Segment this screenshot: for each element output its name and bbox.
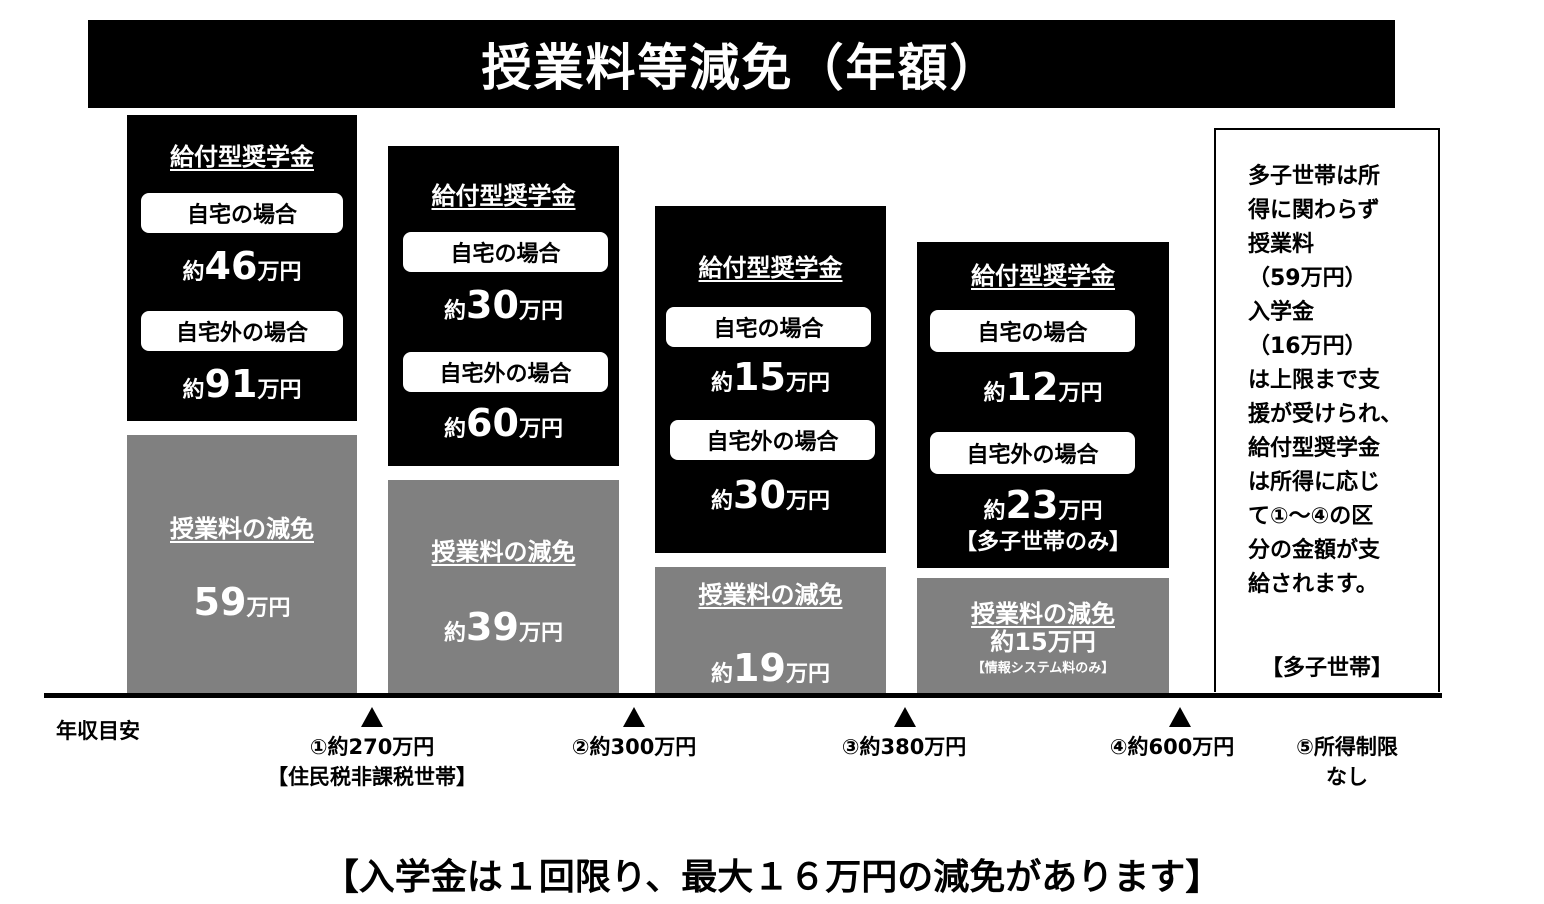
tick-label-3: ③約380万円 bbox=[784, 732, 1024, 762]
note-line: 多子世帯は所 bbox=[1248, 164, 1381, 189]
tick-label-4: ④約600万円 bbox=[1082, 732, 1262, 762]
home-case-label: 自宅の場合 bbox=[930, 310, 1135, 352]
note-line: 入学金 bbox=[1248, 300, 1315, 325]
note-line: 給付型奨学金 bbox=[1248, 436, 1381, 461]
away-case-label: 自宅外の場合 bbox=[930, 432, 1135, 474]
tick-income: ③約380万円 bbox=[841, 735, 967, 759]
tick-income: ⑤所得制限 bbox=[1296, 735, 1398, 759]
home-amount: 約30万円 bbox=[444, 283, 563, 327]
away-amount: 約91万円 bbox=[182, 362, 302, 406]
axis-label: 年収目安 bbox=[56, 719, 140, 743]
note-line: （59万円） bbox=[1248, 266, 1367, 291]
scholarship-box-1: 給付型奨学金 自宅の場合 約46万円 自宅外の場合 約91万円 bbox=[127, 115, 357, 421]
scholarship-box-4: 給付型奨学金 自宅の場合 約12万円 自宅外の場合 約23万円 【多子世帯のみ】 bbox=[917, 242, 1169, 568]
home-case-label: 自宅の場合 bbox=[141, 193, 343, 233]
tuition-heading: 授業料の減免 bbox=[170, 515, 314, 543]
income-axis-line bbox=[44, 693, 1442, 698]
tuition-box-1: 授業料の減免 59万円 bbox=[127, 435, 357, 693]
tuition-amount: 約39万円 bbox=[444, 605, 563, 649]
away-amount: 約30万円 bbox=[711, 473, 830, 517]
tuition-box-2: 授業料の減免 約39万円 bbox=[388, 480, 619, 693]
away-amount: 約23万円 bbox=[983, 483, 1103, 527]
tick-income: ①約270万円 bbox=[309, 735, 435, 759]
tick-marker-triangle-icon bbox=[1169, 707, 1191, 727]
tuition-box-4: 授業料の減免 約15万円 【情報システム料のみ】 bbox=[917, 578, 1169, 693]
note-line: て①～④の区 bbox=[1248, 504, 1374, 529]
page-title: 授業料等減免（年額） bbox=[88, 20, 1395, 108]
tick-label-2: ②約300万円 bbox=[514, 732, 754, 762]
note-line: 分の金額が支 bbox=[1248, 538, 1381, 563]
home-case-label: 自宅の場合 bbox=[666, 307, 871, 347]
note-line: 授業料 bbox=[1248, 232, 1315, 257]
tuition-amount: 約15万円 bbox=[990, 628, 1096, 656]
tick-marker-triangle-icon bbox=[623, 707, 645, 727]
note-line: 給されます。 bbox=[1248, 572, 1378, 597]
away-case-label: 自宅外の場合 bbox=[403, 352, 608, 392]
note-line: （16万円） bbox=[1248, 334, 1367, 359]
info-system-fee-note: 【情報システム料のみ】 bbox=[971, 661, 1115, 676]
home-case-label: 自宅の場合 bbox=[403, 232, 608, 272]
tick-income: ④約600万円 bbox=[1109, 735, 1235, 759]
tick-income: ②約300万円 bbox=[571, 735, 697, 759]
home-amount: 約15万円 bbox=[711, 355, 830, 399]
scholarship-heading: 給付型奨学金 bbox=[431, 182, 576, 210]
tick-marker-triangle-icon bbox=[361, 707, 383, 727]
note-line: 援が受けられ、 bbox=[1248, 402, 1403, 427]
multi-child-note-box: 多子世帯は所 得に関わらず 授業料 （59万円） 入学金 （16万円） は上限ま… bbox=[1214, 128, 1440, 692]
note-line: は上限まで支 bbox=[1248, 368, 1381, 393]
away-case-label: 自宅外の場合 bbox=[141, 311, 343, 351]
scholarship-box-2: 給付型奨学金 自宅の場合 約30万円 自宅外の場合 約60万円 bbox=[388, 146, 619, 466]
note-line: は所得に応じ bbox=[1248, 470, 1381, 495]
scholarship-heading: 給付型奨学金 bbox=[170, 143, 314, 171]
note-line: 得に関わらず bbox=[1248, 198, 1380, 223]
tick-label-5: ⑤所得制限 なし bbox=[1262, 732, 1432, 792]
tuition-amount: 約19万円 bbox=[711, 646, 830, 690]
tuition-box-3: 授業料の減免 約19万円 bbox=[655, 567, 886, 693]
tuition-heading: 授業料の減免 bbox=[971, 600, 1115, 628]
away-amount: 約60万円 bbox=[444, 401, 563, 445]
tick-label-1: ①約270万円 【住民税非課税世帯】 bbox=[222, 732, 522, 792]
scholarship-box-3: 給付型奨学金 自宅の場合 約15万円 自宅外の場合 約30万円 bbox=[655, 206, 886, 553]
scholarship-heading: 給付型奨学金 bbox=[971, 262, 1115, 290]
tick-sub: 【住民税非課税世帯】 bbox=[267, 765, 477, 789]
tick-sub: なし bbox=[1326, 765, 1368, 789]
note-text: 多子世帯は所 得に関わらず 授業料 （59万円） 入学金 （16万円） は上限ま… bbox=[1248, 160, 1402, 602]
multi-child-only-note: 【多子世帯のみ】 bbox=[954, 530, 1131, 555]
tick-marker-triangle-icon bbox=[894, 707, 916, 727]
scholarship-heading: 給付型奨学金 bbox=[698, 254, 843, 282]
tuition-amount: 59万円 bbox=[193, 580, 291, 624]
away-case-label: 自宅外の場合 bbox=[670, 420, 875, 460]
multi-child-tag: 【多子世帯】 bbox=[1260, 656, 1393, 681]
home-amount: 約12万円 bbox=[983, 365, 1103, 409]
entrance-fee-footer-note: 【入学金は１回限り、最大１６万円の減免があります】 bbox=[322, 857, 1222, 898]
home-amount: 約46万円 bbox=[182, 244, 302, 288]
tuition-heading: 授業料の減免 bbox=[431, 538, 576, 566]
tuition-heading: 授業料の減免 bbox=[698, 581, 843, 609]
